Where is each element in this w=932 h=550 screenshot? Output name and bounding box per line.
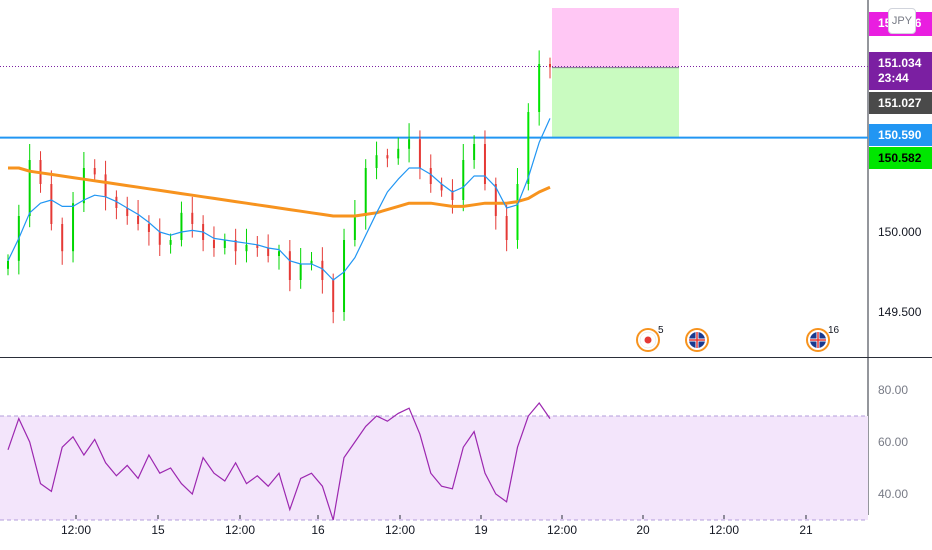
- currency-badge[interactable]: JPY: [888, 8, 916, 34]
- candle-body: [61, 224, 64, 252]
- candle-body: [104, 174, 107, 197]
- candle-body: [321, 260, 324, 280]
- moving-averages: [7, 118, 551, 281]
- candle-body: [137, 216, 140, 224]
- candle-body: [440, 184, 443, 191]
- event-marker[interactable]: 5: [636, 325, 664, 352]
- time-axis-label: 12:00: [547, 523, 577, 537]
- candle-body: [408, 139, 411, 149]
- candle-body: [50, 184, 53, 224]
- time-axis-label: 20: [636, 523, 650, 537]
- entry-price-tag: 151.027: [869, 92, 932, 114]
- candle-body: [278, 251, 280, 256]
- rsi-line: [7, 402, 551, 521]
- candle-body: [93, 168, 96, 175]
- candle-body: [538, 64, 541, 112]
- candle-body: [364, 168, 367, 216]
- candle-body: [158, 232, 161, 245]
- time-axis-label: 19: [474, 523, 488, 537]
- line-price-tag-bg: [869, 124, 932, 146]
- candle-body: [256, 244, 259, 248]
- last-price-tag-text: 23:44: [878, 71, 909, 85]
- time-axis-label: 12:00: [385, 523, 415, 537]
- candle-body: [527, 112, 530, 184]
- candle-body: [126, 208, 129, 216]
- stop-loss-zone: [552, 8, 679, 68]
- axes: 150.000 149.500 80.00 60.00 40.00 12:00 15 12:0…: [61, 225, 922, 537]
- event-marker[interactable]: 16: [806, 325, 840, 352]
- target-price-tag: 150.582: [869, 147, 932, 169]
- candle-body: [418, 139, 421, 168]
- candle-body: [180, 212, 183, 240]
- price-lines[interactable]: [0, 66, 868, 139]
- time-axis-label: 15: [151, 523, 165, 537]
- line-price-tag: 150.590: [869, 124, 932, 146]
- candle-body: [223, 240, 226, 248]
- candle-body: [451, 190, 454, 200]
- candle-body: [429, 168, 432, 184]
- price-axis-label: 149.500: [878, 305, 922, 319]
- slow-moving-average: [8, 166, 551, 218]
- candle-body: [115, 196, 118, 208]
- rsi-series-line: [7, 402, 551, 521]
- rsi-axis-label: 60.00: [878, 435, 908, 449]
- rsi-axis-label: 40.00: [878, 487, 908, 501]
- economic-events[interactable]: 5 16: [636, 325, 840, 352]
- candle-body: [462, 160, 465, 200]
- candle-body: [353, 216, 356, 240]
- candle-body: [82, 168, 85, 204]
- candle-body: [169, 240, 172, 245]
- rsi-axis-label: 80.00: [878, 383, 908, 397]
- candle-body: [483, 144, 486, 184]
- candle-body: [310, 260, 313, 264]
- price-axis-label: 150.000: [878, 225, 922, 239]
- time-axis-label: 12:00: [61, 523, 91, 537]
- target-price-tag-bg: [869, 147, 932, 169]
- candles: [7, 50, 551, 324]
- candle-body: [516, 184, 519, 240]
- position-zones[interactable]: [552, 8, 679, 138]
- candle-body: [234, 240, 237, 252]
- target-price-tag-text: 150.582: [878, 151, 922, 165]
- candle-body: [473, 144, 476, 160]
- candle-body: [7, 260, 9, 269]
- time-axis-label: 12:00: [709, 523, 739, 537]
- last-price-tag-bg: [869, 52, 932, 90]
- candle-body: [267, 248, 270, 256]
- time-axis-label: 12:00: [225, 523, 255, 537]
- entry-price-tag-text: 151.027: [878, 96, 922, 110]
- candle-body: [343, 240, 346, 312]
- rsi-band-fill: [0, 416, 868, 520]
- candle-body: [332, 280, 335, 312]
- candle-body: [212, 240, 215, 248]
- candle-body: [147, 224, 150, 232]
- time-axis-label: 21: [799, 523, 813, 537]
- candle-body: [549, 64, 551, 68]
- entry-price-tag-bg: [869, 92, 932, 114]
- candle-body: [299, 264, 302, 280]
- candle-body: [386, 155, 389, 159]
- take-profit-zone: [552, 67, 679, 138]
- last-price-tag-text: 151.034: [878, 56, 922, 70]
- candle-body: [245, 244, 248, 252]
- price-axis-panel: [868, 0, 932, 550]
- japan-flag-sun: [644, 336, 652, 344]
- event-count: 16: [828, 325, 840, 336]
- event-count: 5: [658, 325, 664, 336]
- candle-body: [288, 251, 291, 280]
- candle-body: [191, 212, 194, 224]
- candle-body: [28, 160, 31, 216]
- candle-body: [494, 184, 497, 216]
- candle-body: [397, 148, 400, 159]
- event-marker[interactable]: [685, 328, 709, 352]
- time-axis-label: 16: [311, 523, 325, 537]
- candle-body: [505, 216, 508, 240]
- rsi-band: [0, 415, 868, 521]
- candle-body: [72, 203, 75, 252]
- fast-moving-average: [7, 118, 551, 281]
- line-price-tag-text: 150.590: [878, 128, 922, 142]
- candle-body: [375, 155, 378, 168]
